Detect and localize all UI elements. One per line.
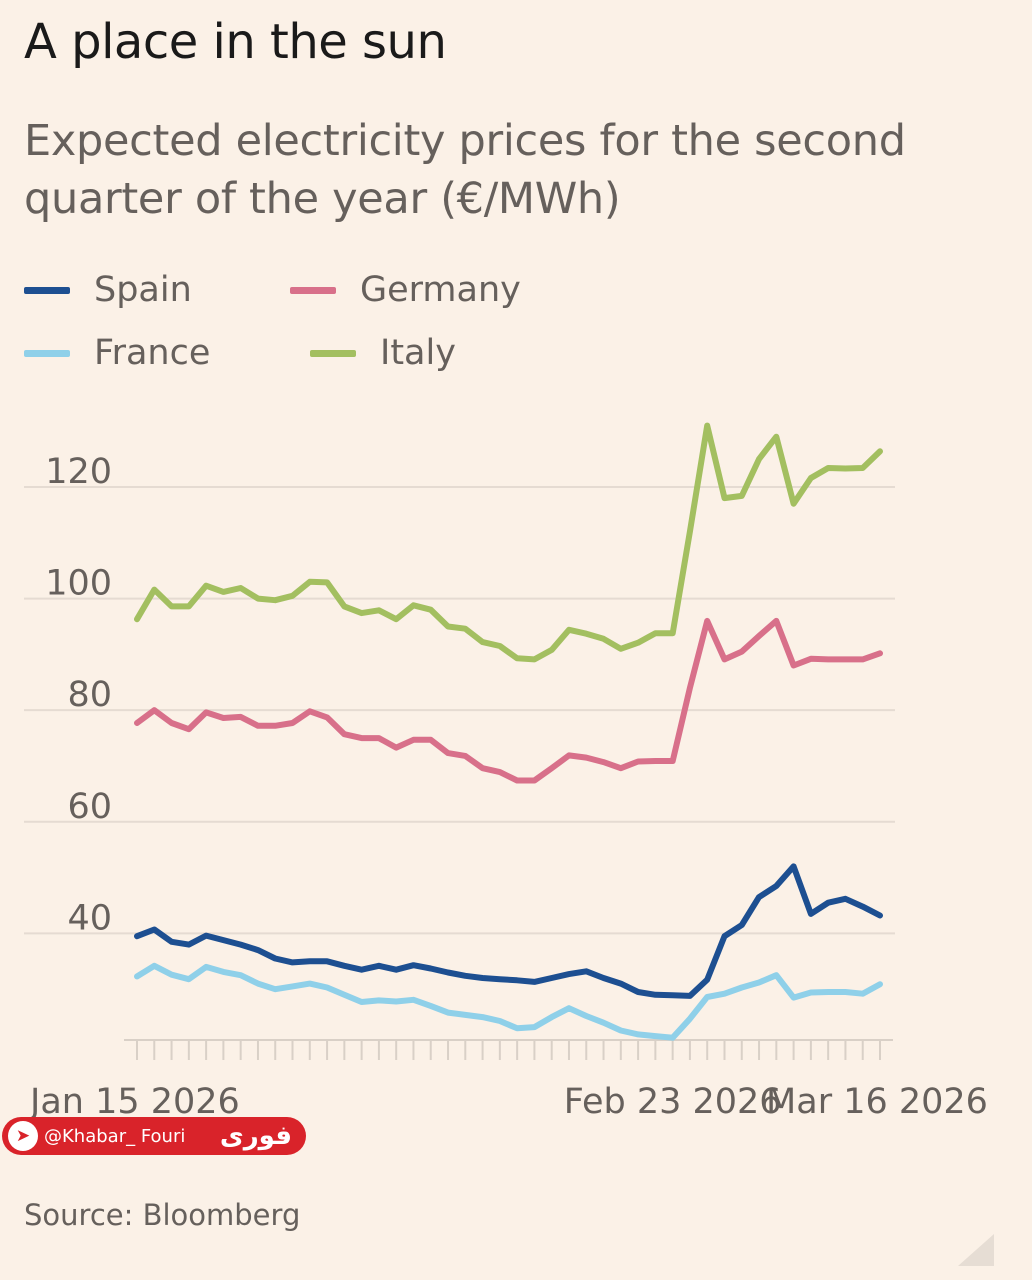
- watermark-banner: ➤ @Khabar_ Fouri فوری: [2, 1117, 306, 1155]
- legend-swatch-germany: [290, 286, 336, 294]
- x-tick-label: Mar 16 2026: [766, 1082, 988, 1122]
- series-line-italy: [134, 422, 883, 663]
- legend-item-spain: Spain: [24, 270, 192, 310]
- y-tick-label: 120: [45, 452, 112, 492]
- y-tick-label: 60: [67, 787, 112, 827]
- legend-label-spain: Spain: [94, 270, 192, 310]
- series-line-germany: [134, 617, 883, 784]
- x-tick-label: Feb 23 2026: [564, 1082, 782, 1122]
- chart-title: A place in the sun: [24, 14, 447, 70]
- legend-swatch-france: [24, 349, 70, 357]
- watermark-handle: @Khabar_ Fouri: [44, 1125, 186, 1147]
- legend-item-germany: Germany: [290, 270, 521, 310]
- x-tick-label: Jan 15 2026: [28, 1082, 240, 1122]
- watermark-logo: فوری: [219, 1121, 292, 1151]
- legend-swatch-spain: [24, 286, 70, 294]
- legend-label-italy: Italy: [380, 333, 456, 373]
- y-tick-label: 100: [45, 564, 112, 604]
- y-tick-label: 80: [67, 675, 112, 715]
- series-line-france: [134, 962, 883, 1041]
- y-tick-label: 40: [67, 898, 112, 938]
- legend-label-germany: Germany: [360, 270, 521, 310]
- legend-swatch-italy: [310, 349, 356, 357]
- legend-item-france: France: [24, 333, 210, 373]
- series-line-spain: [134, 863, 883, 999]
- telegram-icon: ➤: [8, 1121, 38, 1151]
- chart-subtitle: Expected electricity prices for the seco…: [24, 116, 906, 224]
- source-note: Source: Bloomberg: [24, 1198, 301, 1232]
- corner-triangle-icon: [958, 1234, 994, 1266]
- legend-item-italy: Italy: [310, 333, 456, 373]
- legend-label-france: France: [94, 333, 211, 373]
